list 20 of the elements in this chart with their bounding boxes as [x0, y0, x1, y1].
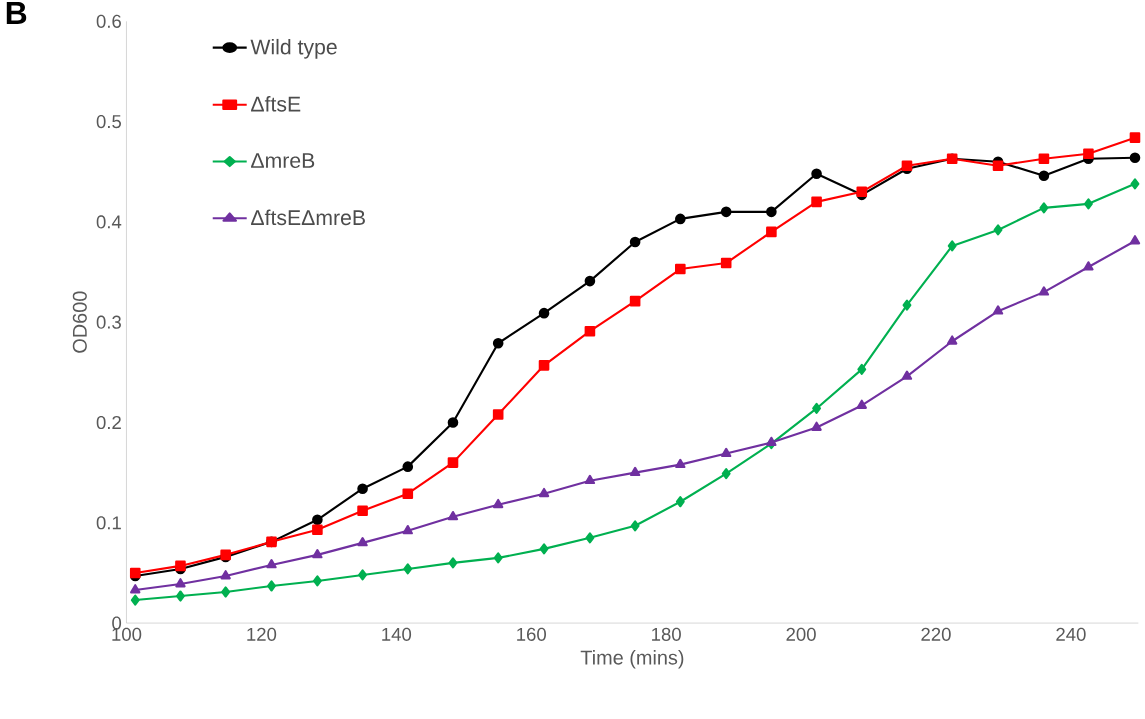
legend-label: Wild type [250, 38, 337, 59]
y-tick-label: 0.1 [96, 516, 121, 530]
x-tick-label: 220 [921, 627, 951, 641]
x-axis-title: Time (mins) [580, 650, 684, 669]
y-tick-label: 0.2 [96, 415, 121, 430]
x-tick-label: 160 [517, 627, 546, 641]
y-tick-label: 0.5 [96, 115, 122, 129]
y-tick-label: 0.6 [96, 14, 121, 28]
x-tick-label: 240 [1056, 627, 1086, 641]
y-axis-title: OD600 [72, 291, 87, 353]
x-tick-label: 120 [247, 627, 277, 641]
legend-label: ΔmreB [251, 153, 315, 169]
legend-label: ΔftsEΔmreB [251, 209, 365, 226]
x-tick-label: 180 [652, 627, 681, 641]
legend-label: ΔftsE [251, 96, 301, 112]
x-tick-label: 200 [786, 627, 816, 641]
x-tick-label: 140 [382, 627, 412, 641]
text: B [6, 2, 27, 24]
y-tick-label: 0.3 [96, 315, 121, 329]
y-tick-label: 0.4 [96, 215, 122, 229]
